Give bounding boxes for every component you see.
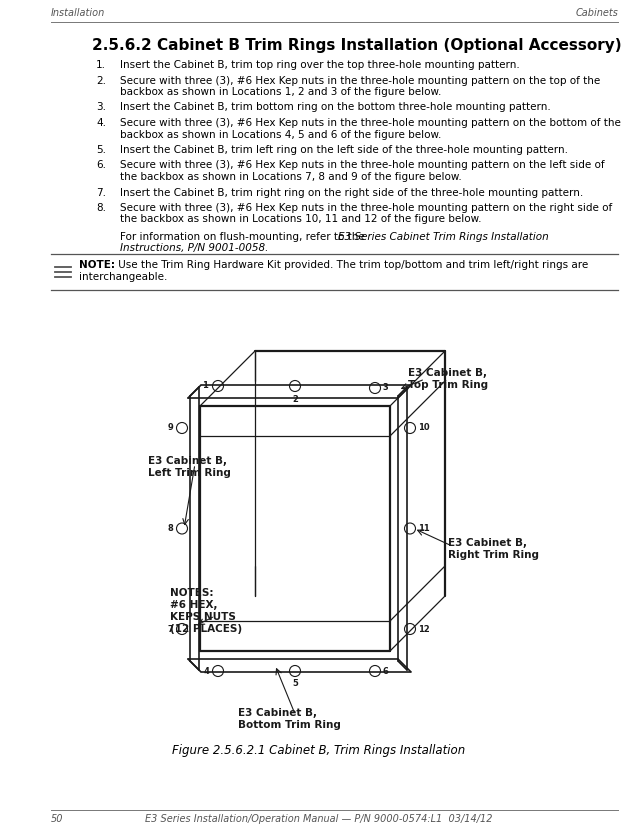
Text: Left Trim Ring: Left Trim Ring xyxy=(148,468,231,478)
Text: Bottom Trim Ring: Bottom Trim Ring xyxy=(238,720,341,730)
Text: the backbox as shown in Locations 7, 8 and 9 of the figure below.: the backbox as shown in Locations 7, 8 a… xyxy=(120,172,462,182)
Text: Secure with three (3), #6 Hex Kep nuts in the three-hole mounting pattern on the: Secure with three (3), #6 Hex Kep nuts i… xyxy=(120,75,600,86)
Text: 2.5.6.2 Cabinet B Trim Rings Installation (Optional Accessory): 2.5.6.2 Cabinet B Trim Rings Installatio… xyxy=(92,38,621,53)
Text: Secure with three (3), #6 Hex Kep nuts in the three-hole mounting pattern on the: Secure with three (3), #6 Hex Kep nuts i… xyxy=(120,118,621,128)
Text: 6: 6 xyxy=(382,667,388,676)
Text: Use the Trim Ring Hardware Kit provided. The trim top/bottom and trim left/right: Use the Trim Ring Hardware Kit provided.… xyxy=(115,260,588,270)
Text: the backbox as shown in Locations 10, 11 and 12 of the figure below.: the backbox as shown in Locations 10, 11… xyxy=(120,215,482,225)
Text: NOTE:: NOTE: xyxy=(79,260,115,270)
Text: 3: 3 xyxy=(382,383,388,392)
Text: E3 Cabinet B,: E3 Cabinet B, xyxy=(238,708,317,718)
Text: Insert the Cabinet B, trim top ring over the top three-hole mounting pattern.: Insert the Cabinet B, trim top ring over… xyxy=(120,60,520,70)
Text: Insert the Cabinet B, trim right ring on the right side of the three-hole mounti: Insert the Cabinet B, trim right ring on… xyxy=(120,188,583,197)
Text: 7: 7 xyxy=(167,624,173,634)
Text: 12: 12 xyxy=(418,624,430,634)
Text: 11: 11 xyxy=(418,524,430,533)
Text: Top Trim Ring: Top Trim Ring xyxy=(408,380,488,390)
Text: Insert the Cabinet B, trim bottom ring on the bottom three-hole mounting pattern: Insert the Cabinet B, trim bottom ring o… xyxy=(120,102,551,112)
Text: Secure with three (3), #6 Hex Kep nuts in the three-hole mounting pattern on the: Secure with three (3), #6 Hex Kep nuts i… xyxy=(120,203,612,213)
Text: E3 Cabinet B,: E3 Cabinet B, xyxy=(148,456,227,466)
Text: E3 Series Installation/Operation Manual — P/N 9000-0574:L1  03/14/12: E3 Series Installation/Operation Manual … xyxy=(145,814,493,824)
Text: KEPS NUTS: KEPS NUTS xyxy=(170,612,236,622)
Text: 2.: 2. xyxy=(96,75,106,86)
Text: 2: 2 xyxy=(292,395,298,403)
Text: 1: 1 xyxy=(202,382,208,391)
Text: 9: 9 xyxy=(167,424,173,433)
Text: #6 HEX,: #6 HEX, xyxy=(170,600,218,610)
Text: backbox as shown in Locations 4, 5 and 6 of the figure below.: backbox as shown in Locations 4, 5 and 6… xyxy=(120,130,441,140)
Text: 4: 4 xyxy=(203,667,209,676)
Text: E3 Series Cabinet Trim Rings Installation: E3 Series Cabinet Trim Rings Installatio… xyxy=(338,232,549,242)
Text: Instructions, P/N 9001-0058.: Instructions, P/N 9001-0058. xyxy=(120,244,269,254)
Text: 8.: 8. xyxy=(96,203,106,213)
Text: Cabinets: Cabinets xyxy=(575,8,618,18)
Text: 10: 10 xyxy=(418,424,430,433)
Text: E3 Cabinet B,: E3 Cabinet B, xyxy=(408,368,487,378)
Text: 3.: 3. xyxy=(96,102,106,112)
Text: 1.: 1. xyxy=(96,60,106,70)
Text: 5.: 5. xyxy=(96,145,106,155)
Text: For information on flush-mounting, refer to the: For information on flush-mounting, refer… xyxy=(120,232,368,242)
Text: Secure with three (3), #6 Hex Kep nuts in the three-hole mounting pattern on the: Secure with three (3), #6 Hex Kep nuts i… xyxy=(120,160,605,170)
Text: backbox as shown in Locations 1, 2 and 3 of the figure below.: backbox as shown in Locations 1, 2 and 3… xyxy=(120,87,441,97)
Text: 5: 5 xyxy=(292,678,298,687)
Text: E3 Cabinet B,: E3 Cabinet B, xyxy=(448,538,527,548)
Text: Right Trim Ring: Right Trim Ring xyxy=(448,550,539,560)
Text: 4.: 4. xyxy=(96,118,106,128)
Text: Installation: Installation xyxy=(51,8,105,18)
Text: Figure 2.5.6.2.1 Cabinet B, Trim Rings Installation: Figure 2.5.6.2.1 Cabinet B, Trim Rings I… xyxy=(172,744,466,757)
Text: Insert the Cabinet B, trim left ring on the left side of the three-hole mounting: Insert the Cabinet B, trim left ring on … xyxy=(120,145,568,155)
Text: NOTES:: NOTES: xyxy=(170,588,214,598)
Text: 7.: 7. xyxy=(96,188,106,197)
Text: 8: 8 xyxy=(167,524,173,533)
Text: interchangeable.: interchangeable. xyxy=(79,272,167,282)
Text: 6.: 6. xyxy=(96,160,106,170)
Text: (12 PLACES): (12 PLACES) xyxy=(170,624,242,634)
Text: 50: 50 xyxy=(51,814,64,824)
